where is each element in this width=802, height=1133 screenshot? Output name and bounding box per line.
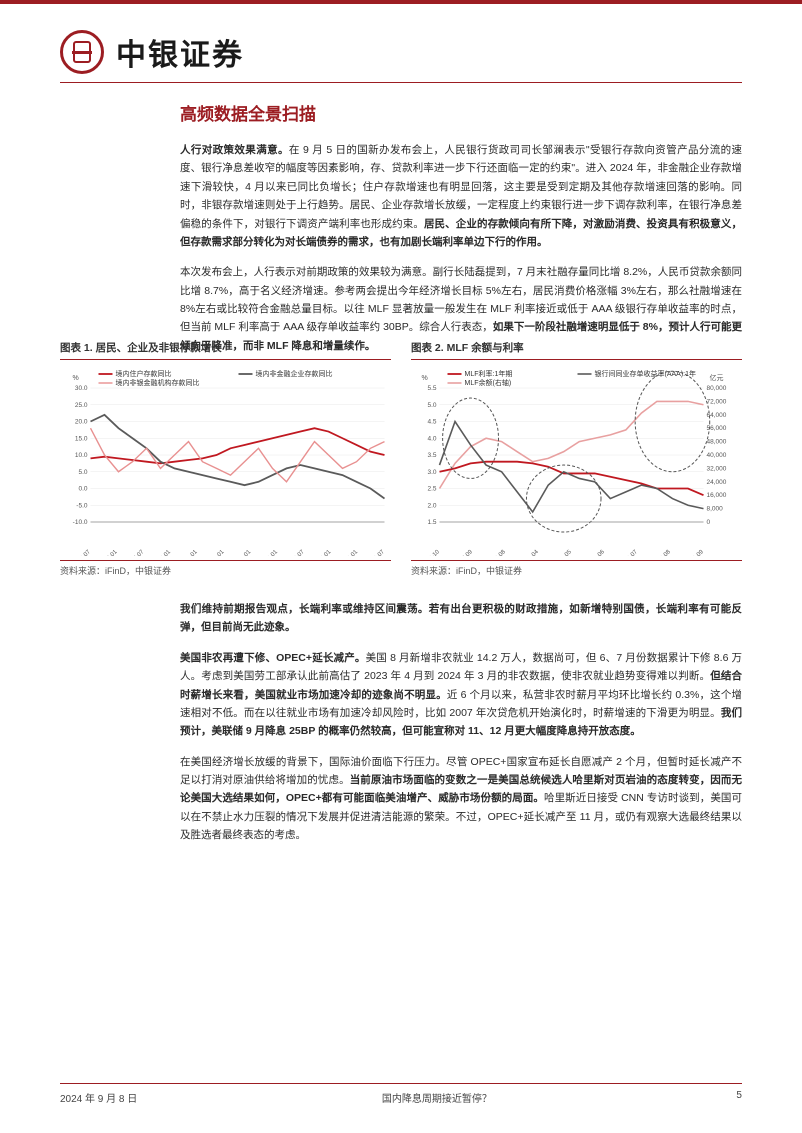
svg-text:-10.0: -10.0 <box>73 519 88 526</box>
paragraph-4: 美国非农再遭下修、OPEC+延长减产。美国 8 月新增非农就业 14.2 万人，… <box>180 649 742 741</box>
svg-text:境内非银金融机构存款同比: 境内非银金融机构存款同比 <box>116 378 200 387</box>
svg-text:2017-07: 2017-07 <box>126 549 146 556</box>
brand-name: 中银证券 <box>116 30 244 74</box>
chart-2-title: 图表 2. MLF 余额与利率 <box>411 340 742 355</box>
footer: 2024 年 9 月 8 日 国内降息周期接近暂停？ 5 <box>60 1083 742 1105</box>
svg-text:4.5: 4.5 <box>427 419 436 426</box>
paragraph-3: 我们维持前期报告观点，长端利率或维持区间震荡。若有出台更积极的财政措施，如新增特… <box>180 600 742 637</box>
svg-text:30.0: 30.0 <box>75 385 88 392</box>
svg-text:2023-01: 2023-01 <box>313 549 333 556</box>
svg-text:2024-07: 2024-07 <box>366 549 386 556</box>
content-lower: 我们维持前期报告观点，长端利率或维持区间震荡。若有出台更积极的财政措施，如新增特… <box>180 600 742 857</box>
svg-text:25.0: 25.0 <box>75 402 88 409</box>
svg-text:2018-08: 2018-08 <box>487 549 507 556</box>
svg-text:2018-01: 2018-01 <box>152 549 172 556</box>
svg-text:2021-06: 2021-06 <box>586 549 606 556</box>
svg-text:2019-01: 2019-01 <box>179 549 199 556</box>
svg-text:3.0: 3.0 <box>427 469 436 476</box>
svg-text:2016-07: 2016-07 <box>72 549 92 556</box>
svg-text:2023-08: 2023-08 <box>652 549 672 556</box>
svg-text:%: % <box>422 375 428 382</box>
footer-page: 5 <box>736 1090 742 1105</box>
svg-text:%: % <box>73 375 79 382</box>
chart-2-block: 图表 2. MLF 余额与利率 1.5 2.0 2.5 3.0 3.5 4.0 4.5 5.0… <box>411 340 742 577</box>
top-accent-bar <box>0 0 802 4</box>
svg-text:48,000: 48,000 <box>707 439 727 446</box>
svg-text:5.0: 5.0 <box>427 402 436 409</box>
chart-1-title-line <box>60 359 391 360</box>
svg-text:8,000: 8,000 <box>707 506 724 513</box>
svg-text:2020-05: 2020-05 <box>553 549 573 556</box>
chart-2-title-line <box>411 359 742 360</box>
svg-text:2024-01: 2024-01 <box>339 549 359 556</box>
chart-1-source: 资料来源：iFinD，中银证券 <box>60 560 391 577</box>
svg-text:15.0: 15.0 <box>75 435 88 442</box>
bank-logo-icon <box>60 30 104 74</box>
chart-2-svg: 1.5 2.0 2.5 3.0 3.5 4.0 4.5 5.0 5.5 0 8,000 16,000 2… <box>411 366 742 556</box>
svg-text:32,000: 32,000 <box>707 465 727 472</box>
chart-1-svg: -10.0 -5.0 0.0 5.0 10.0 15.0 20.0 25.0 30.0% 2016… <box>60 366 391 556</box>
svg-text:2.0: 2.0 <box>427 502 436 509</box>
svg-text:20.0: 20.0 <box>75 419 88 426</box>
svg-text:4.0: 4.0 <box>427 435 436 442</box>
svg-text:24,000: 24,000 <box>707 479 727 486</box>
footer-title: 国内降息周期接近暂停？ <box>382 1090 492 1105</box>
para4-lead: 美国非农再遭下修、OPEC+延长减产。 <box>180 652 366 664</box>
svg-text:-5.0: -5.0 <box>76 502 88 509</box>
svg-text:MLF利率:1年期: MLF利率:1年期 <box>465 369 513 378</box>
charts-row: 图表 1. 居民、企业及非银存款增长 -10.0 -5.0 0.0 5.0 10.0 15… <box>60 340 742 577</box>
para1-lead: 人行对政策效果满意。 <box>180 144 289 156</box>
header-divider <box>60 82 742 83</box>
content-upper: 高频数据全景扫描 人行对政策效果满意。在 9 月 5 日的国新办发布会上，人民银… <box>180 100 742 367</box>
svg-text:2.5: 2.5 <box>427 486 436 493</box>
svg-text:境内非金融企业存款同比: 境内非金融企业存款同比 <box>256 369 333 378</box>
svg-text:2022-07: 2022-07 <box>619 549 639 556</box>
svg-text:境内住户存款同比: 境内住户存款同比 <box>116 369 172 378</box>
svg-text:1.5: 1.5 <box>427 519 436 526</box>
svg-text:5.5: 5.5 <box>427 385 436 392</box>
svg-text:16,000: 16,000 <box>707 492 727 499</box>
header: 中银证券 <box>60 30 244 74</box>
svg-text:2022-07: 2022-07 <box>286 549 306 556</box>
svg-text:银行间同业存单收益率(AAA):1年: 银行间同业存单收益率(AAA):1年 <box>595 369 697 378</box>
footer-date: 2024 年 9 月 8 日 <box>60 1090 137 1105</box>
svg-text:2022-01: 2022-01 <box>259 549 279 556</box>
section-title: 高频数据全景扫描 <box>180 100 742 125</box>
paragraph-1: 人行对政策效果满意。在 9 月 5 日的国新办发布会上，人民银行货政司司长邹澜表… <box>180 141 742 251</box>
svg-text:0: 0 <box>707 519 711 526</box>
svg-text:2017-01: 2017-01 <box>99 549 119 556</box>
paragraph-5: 在美国经济增长放缓的背景下，国际油价面临下行压力。尽管 OPEC+国家宣布延长自… <box>180 753 742 845</box>
svg-text:3.5: 3.5 <box>427 452 436 459</box>
svg-text:72,000: 72,000 <box>707 398 727 405</box>
svg-text:MLF余额(右轴): MLF余额(右轴) <box>465 378 512 387</box>
chart-1-block: 图表 1. 居民、企业及非银存款增长 -10.0 -5.0 0.0 5.0 10.0 15… <box>60 340 391 577</box>
svg-text:2024-09: 2024-09 <box>685 549 705 556</box>
svg-text:0.0: 0.0 <box>78 486 87 493</box>
svg-text:2020-01: 2020-01 <box>206 549 226 556</box>
svg-text:2016-10: 2016-10 <box>421 549 441 556</box>
svg-text:2019-04: 2019-04 <box>520 549 540 556</box>
svg-text:80,000: 80,000 <box>707 385 727 392</box>
svg-text:10.0: 10.0 <box>75 452 88 459</box>
svg-text:亿元: 亿元 <box>710 373 724 382</box>
svg-text:2021-01: 2021-01 <box>232 549 252 556</box>
svg-text:5.0: 5.0 <box>78 469 87 476</box>
chart-2-source: 资料来源：iFinD，中银证券 <box>411 560 742 577</box>
svg-text:40,000: 40,000 <box>707 452 727 459</box>
chart-1-title: 图表 1. 居民、企业及非银存款增长 <box>60 340 391 355</box>
svg-text:2017-09: 2017-09 <box>454 549 474 556</box>
